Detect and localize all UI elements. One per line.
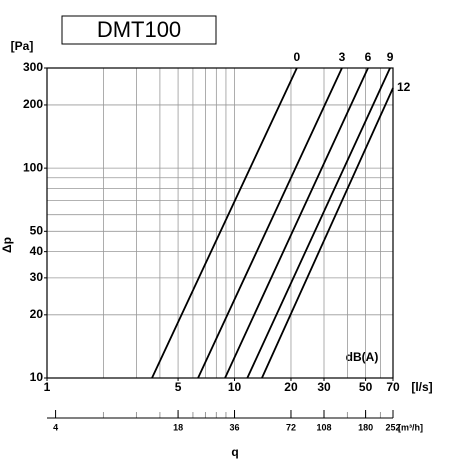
x-tick-label: 20: [284, 380, 298, 394]
x-tick-label: 1: [44, 380, 51, 394]
curve: [197, 67, 343, 379]
series-label: 6: [365, 50, 372, 64]
y-unit: [Pa]: [11, 39, 34, 53]
y-tick-label: 300: [23, 60, 43, 74]
x-label: q: [231, 445, 238, 459]
x-tick-label: 5: [175, 380, 182, 394]
x2-tick-label: 180: [358, 422, 373, 432]
y-tick-label: 40: [30, 244, 44, 258]
curve: [246, 67, 391, 379]
curve: [261, 87, 394, 379]
curve: [151, 67, 298, 379]
chart-title: DMT100: [97, 17, 181, 42]
plot-frame: [46, 67, 394, 379]
y-tick-label: 10: [30, 370, 44, 384]
curve: [224, 67, 369, 379]
x2-unit: [m³/h]: [398, 422, 423, 432]
x2-tick-label: 36: [230, 422, 240, 432]
x2-tick-label: 4: [53, 422, 58, 432]
x2-tick-label: 108: [316, 422, 331, 432]
series-label: 12: [397, 80, 411, 94]
y-tick-label: 50: [30, 223, 44, 237]
x-tick-label: 70: [386, 380, 400, 394]
x-tick-label: 30: [317, 380, 331, 394]
series-label: 0: [294, 50, 301, 64]
annotation: dB(A): [346, 350, 379, 364]
y-tick-label: 200: [23, 97, 43, 111]
x2-tick-label: 18: [173, 422, 183, 432]
x-tick-label: 50: [359, 380, 373, 394]
title-box: [61, 15, 217, 45]
y-tick-label: 30: [30, 270, 44, 284]
x2-tick-label: 72: [286, 422, 296, 432]
y-tick-label: 100: [23, 160, 43, 174]
x-unit: [l/s]: [411, 380, 432, 394]
x-tick-label: 10: [228, 380, 242, 394]
x2-tick-label: 252: [385, 422, 400, 432]
y-label: Δp: [0, 237, 14, 253]
series-label: 9: [387, 50, 394, 64]
y-tick-label: 20: [30, 307, 44, 321]
series-label: 3: [339, 50, 346, 64]
